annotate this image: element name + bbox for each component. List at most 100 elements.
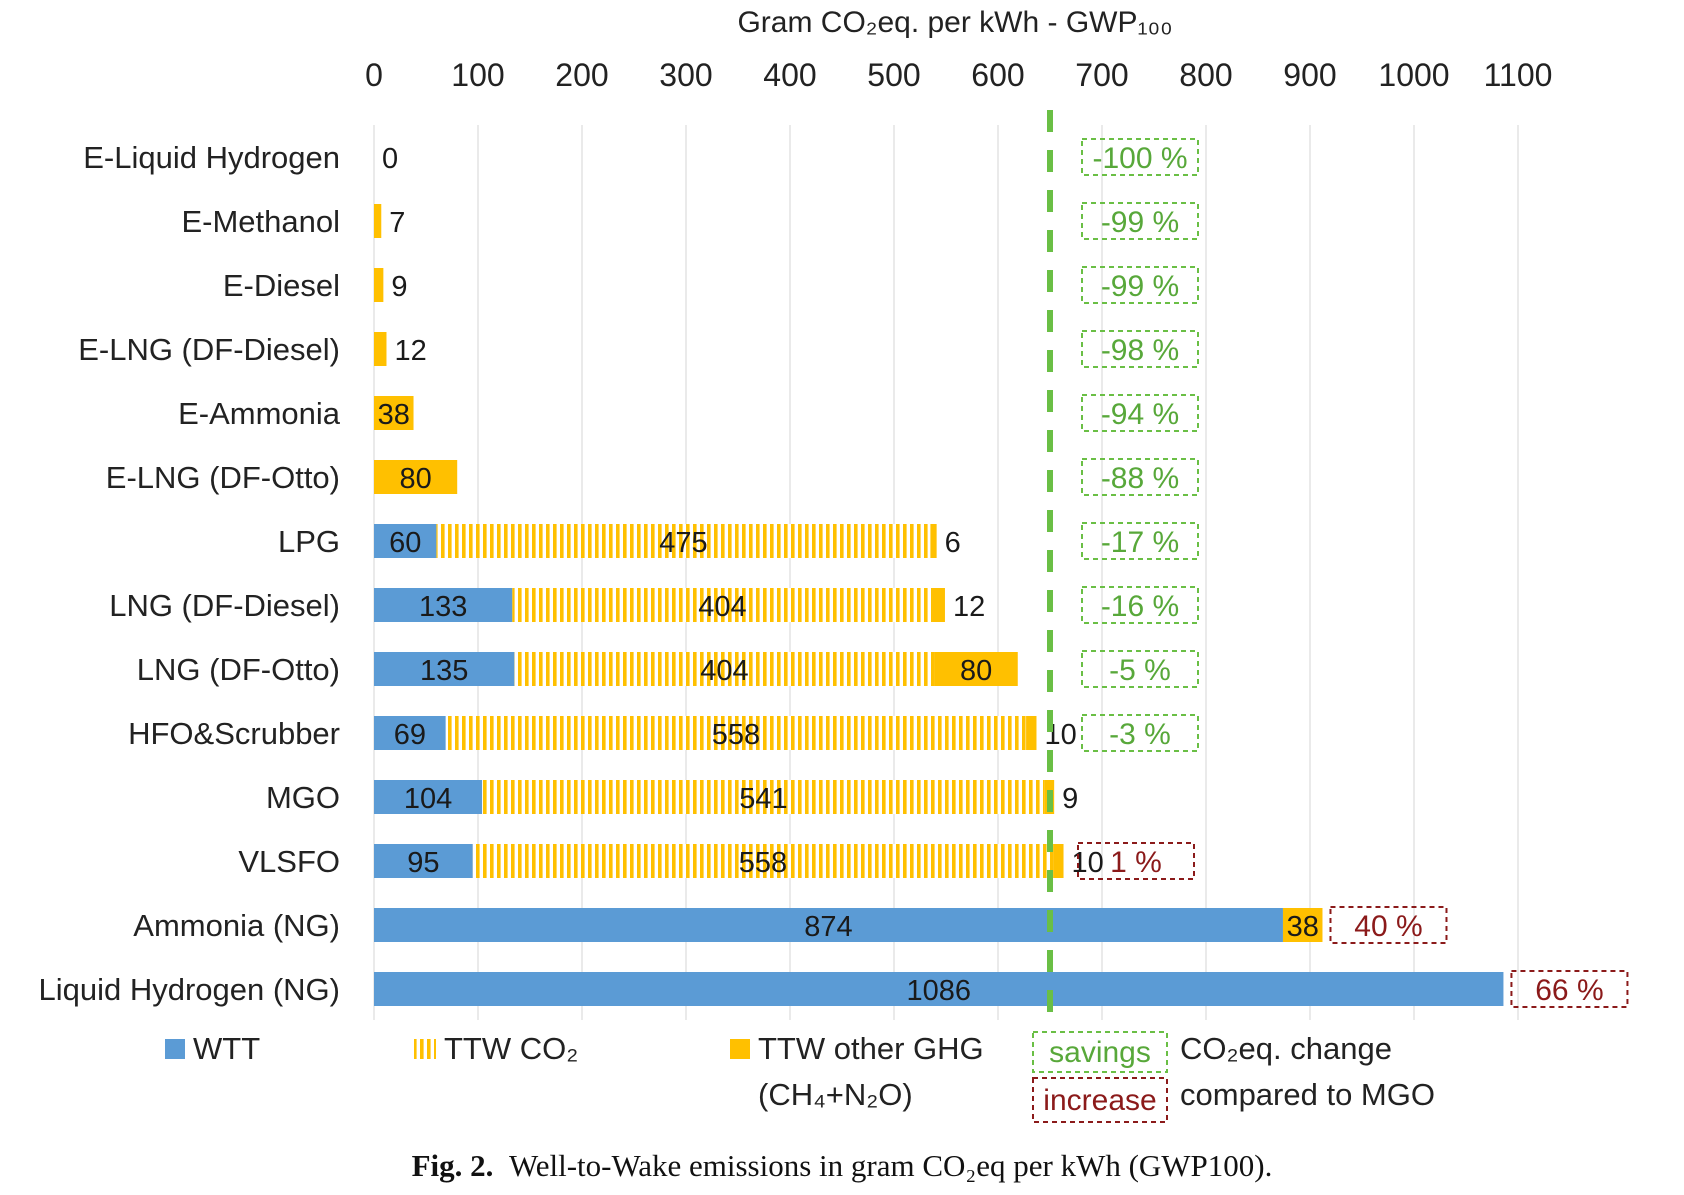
grid: [373, 125, 1519, 1020]
category-label: VLSFO: [238, 844, 340, 879]
ttw-co2-value-label: 558: [739, 847, 787, 879]
increase-box: [1329, 906, 1448, 944]
ttw-co2-bar: [436, 524, 931, 558]
savings-box: [1081, 586, 1199, 624]
axis-ticks: 0 100 200 300 400 500 600 700 800 900 1000 1100: [365, 57, 1552, 93]
caption-label: Fig. 2.: [411, 1148, 494, 1183]
ttw-co2-bar: [445, 716, 1027, 750]
tick-label: 1000: [1378, 57, 1449, 93]
ttw-other-value-label: 12: [394, 335, 426, 367]
legend-increase-label: increase: [1043, 1084, 1156, 1117]
ttw-other-bar: [930, 524, 937, 558]
legend-change-label: CO₂eq. change: [1180, 1031, 1392, 1066]
change-label: -99 %: [1101, 206, 1179, 239]
wtt-value-label: 95: [407, 847, 439, 879]
wtt-bar: [374, 908, 1283, 942]
ttw-co2-bar: [482, 780, 1045, 814]
ttw-other-value-label: 38: [1287, 911, 1319, 943]
ttw-co2-value-label: 404: [698, 591, 746, 623]
legend-ttw-co2-swatch: [414, 1039, 436, 1059]
category-label: HFO&Scrubber: [128, 716, 340, 751]
tick-label: 600: [971, 57, 1024, 93]
tick-label: 900: [1283, 57, 1336, 93]
change-label: -98 %: [1101, 334, 1179, 367]
category-label: E-LNG (DF-Otto): [106, 460, 340, 495]
ttw-other-value-label: 9: [391, 271, 407, 303]
tick-label: 300: [659, 57, 712, 93]
ttw-co2-bar: [472, 844, 1054, 878]
change-label: 66 %: [1535, 974, 1603, 1007]
legend-wtt-swatch: [165, 1039, 185, 1059]
legend-ttw-other-label: TTW other GHG: [758, 1031, 984, 1066]
category-label: Liquid Hydrogen (NG): [38, 972, 340, 1007]
ttw-co2-value-label: 404: [700, 655, 748, 687]
category-label: E-Methanol: [181, 204, 340, 239]
legend-ttw-other-label-2: (CH₄+N₂O): [758, 1077, 913, 1112]
ttw-other-bar: [374, 460, 458, 494]
change-label: -3 %: [1109, 718, 1171, 751]
wtt-value-label: 874: [804, 911, 852, 943]
ttw-other-bar: [374, 204, 382, 238]
axis-title: Gram CO₂eq. per kWh - GWP₁₀₀: [737, 6, 1172, 39]
change-label: -88 %: [1101, 462, 1179, 495]
savings-box: [1081, 650, 1199, 688]
change-label: -100 %: [1092, 142, 1187, 175]
ttw-other-value-label: 0: [382, 143, 398, 175]
ttw-other-bar: [1026, 716, 1037, 750]
legend-increase-box: [1032, 1077, 1168, 1123]
ttw-co2-value-label: 558: [712, 719, 760, 751]
change-label: 40 %: [1354, 910, 1422, 943]
ttw-other-value-label: 80: [399, 463, 431, 495]
caption-text: Well-to-Wake emissions in gram CO₂eq per…: [508, 1148, 1273, 1183]
tick-label: 400: [763, 57, 816, 93]
tick-label: 200: [555, 57, 608, 93]
legend-ttw-other-swatch: [730, 1039, 750, 1059]
legend-wtt-label: WTT: [193, 1031, 260, 1066]
ttw-co2-bar: [514, 652, 935, 686]
ttw-other-bar: [934, 652, 1018, 686]
ttw-other-value-label: 38: [378, 399, 410, 431]
ttw-other-value-label: 7: [389, 207, 405, 239]
ttw-other-value-label: 12: [953, 591, 985, 623]
wtt-bar: [374, 780, 483, 814]
change-label: 1 %: [1110, 846, 1162, 879]
tick-label: 500: [867, 57, 920, 93]
wtt-value-label: 60: [389, 527, 421, 559]
savings-box: [1081, 522, 1199, 560]
change-label: -17 %: [1101, 526, 1179, 559]
savings-box: [1081, 394, 1199, 432]
tick-label: 100: [451, 57, 504, 93]
ttw-co2-bar: [512, 588, 933, 622]
savings-box: [1081, 202, 1199, 240]
ttw-co2-value-label: 475: [659, 527, 707, 559]
savings-box: [1081, 330, 1199, 368]
legend-savings-box: [1032, 1031, 1168, 1073]
change-label: -5 %: [1109, 654, 1171, 687]
ttw-co2-value-label: 541: [739, 783, 787, 815]
wtt-value-label: 1086: [906, 975, 971, 1007]
category-label: E-Liquid Hydrogen: [83, 140, 340, 175]
ttw-other-bar: [1282, 908, 1323, 942]
wtt-bar: [374, 844, 473, 878]
legend-savings-label: savings: [1049, 1036, 1151, 1069]
change-boxes: -100 % -99 % -99 % -98 % -94 % -88 % -17 % -16 …: [1077, 138, 1629, 1008]
savings-box: [1081, 458, 1199, 496]
wtt-value-label: 133: [419, 591, 467, 623]
wtt-bar: [374, 972, 1504, 1006]
ttw-other-bar: [374, 332, 387, 366]
wtt-bar: [374, 524, 437, 558]
tick-label: 0: [365, 57, 383, 93]
category-label: E-Diesel: [223, 268, 340, 303]
increase-box: [1077, 842, 1195, 880]
category-label: E-LNG (DF-Diesel): [78, 332, 340, 367]
ttw-other-bar: [932, 588, 945, 622]
emissions-chart: Gram CO₂eq. per kWh - GWP₁₀₀ 0 100 200 300 4…: [38, 6, 1629, 1123]
category-label: MGO: [266, 780, 340, 815]
legend-change-label-2: compared to MGO: [1180, 1077, 1435, 1112]
ttw-other-value-label: 10: [1072, 847, 1104, 879]
bars: E-Liquid Hydrogen 0 E-Methanol 7 E-Diesel 9 E-…: [38, 140, 1504, 1007]
wtt-bar: [374, 588, 513, 622]
category-label: Ammonia (NG): [133, 908, 340, 943]
tick-label: 800: [1179, 57, 1232, 93]
change-label: -94 %: [1101, 398, 1179, 431]
